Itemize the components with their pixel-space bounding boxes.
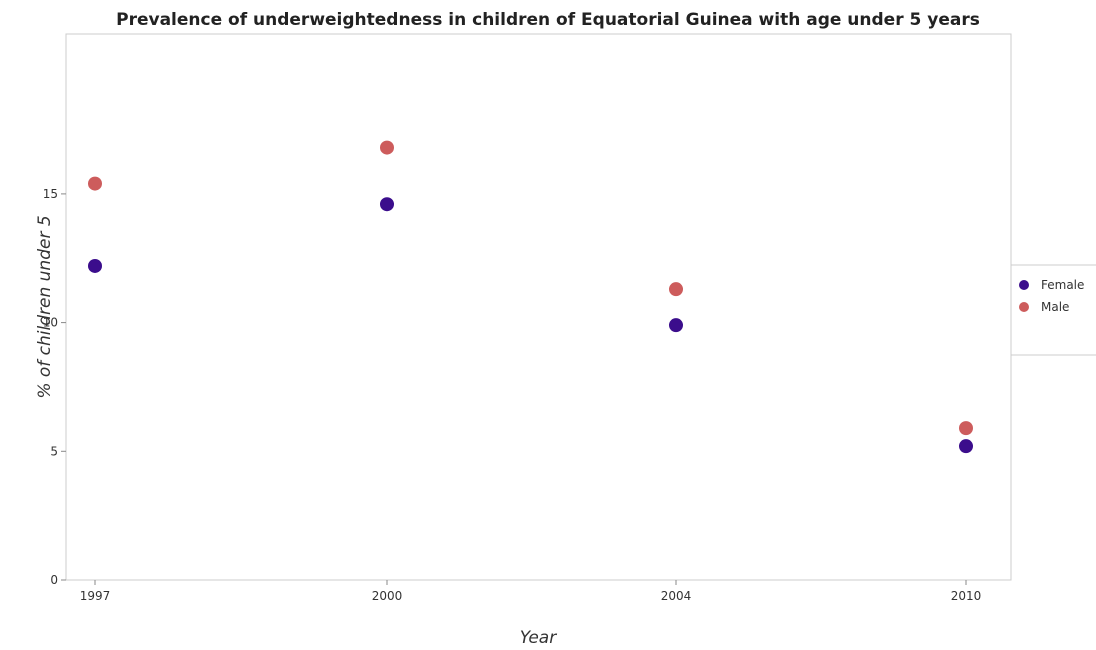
point-female-2004 <box>669 318 683 333</box>
point-female-2000 <box>380 197 394 212</box>
x-tick-label: 1997 <box>80 589 111 603</box>
y-tick-label: 5 <box>50 444 58 458</box>
legend-label-male: Male <box>1041 300 1069 314</box>
y-axis-label: % of children under 5 <box>35 215 55 398</box>
point-male-2010 <box>959 421 973 436</box>
x-tick-label: 2010 <box>951 589 982 603</box>
y-tick-label: 15 <box>43 187 58 201</box>
y-tick-label: 10 <box>43 316 58 330</box>
x-tick-label: 2000 <box>372 589 403 603</box>
legend-marker-female <box>1019 280 1029 290</box>
data-points <box>88 140 973 454</box>
point-male-2000 <box>380 140 394 155</box>
y-axis: 0 5 10 15 <box>43 187 66 587</box>
legend: Female Male <box>1010 264 1096 356</box>
y-tick-label: 0 <box>50 573 58 587</box>
plot-area <box>65 33 1012 581</box>
legend-label-female: Female <box>1041 278 1084 292</box>
point-male-2004 <box>669 282 683 297</box>
point-female-1997 <box>88 258 102 273</box>
chart-title: Prevalence of underweightedness in child… <box>116 10 980 30</box>
point-female-2010 <box>959 439 973 454</box>
x-tick-label: 2004 <box>661 589 692 603</box>
legend-marker-male <box>1019 302 1029 312</box>
point-male-1997 <box>88 176 102 191</box>
x-axis-label: Year <box>520 628 557 648</box>
x-axis: 1997 2000 2004 2010 <box>80 580 982 603</box>
